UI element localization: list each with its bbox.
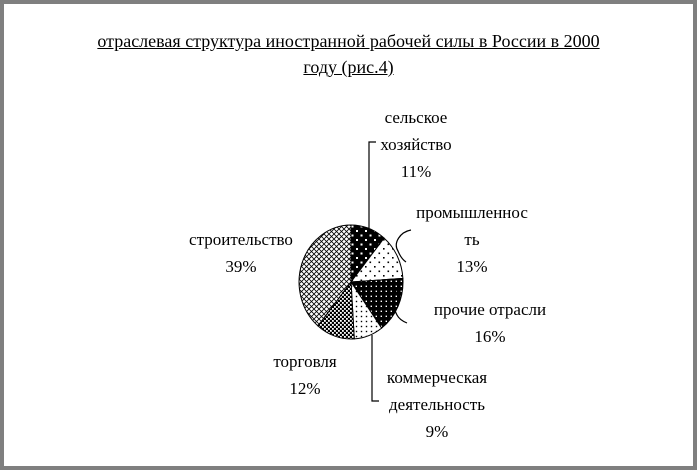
label-line: сельское (384, 108, 448, 127)
label-line: деятельность (389, 395, 485, 414)
label-line: промышленнос (416, 203, 528, 222)
leader-line-commerce (371, 335, 379, 402)
leader-line-other (393, 281, 408, 324)
label-trade: торговля 12% (273, 348, 336, 402)
label-line: хозяйство (380, 135, 452, 154)
label-other: прочие отрасли 16% (434, 296, 546, 350)
label-line: 16% (474, 327, 506, 346)
label-line: коммерческая (386, 368, 488, 387)
label-line: торговля (273, 352, 337, 371)
pie-slice-6 (298, 224, 352, 327)
label-line: прочие отрасли (433, 300, 547, 319)
label-line: 9% (425, 422, 449, 441)
label-line: 39% (225, 257, 257, 276)
leader-line-agriculture (368, 141, 376, 228)
label-line: 12% (289, 379, 321, 398)
chart-title-line-1: отраслевая структура иностранной рабочей… (97, 31, 600, 51)
leader-line-industry (395, 229, 412, 263)
label-line: строительство (189, 230, 293, 249)
label-commerce: коммерческая деятельность 9% (387, 364, 487, 445)
label-industry: промышленнос ть 13% (416, 199, 528, 280)
label-construction: строительство 39% (189, 226, 293, 280)
label-agriculture: сельское хозяйство 11% (380, 104, 451, 185)
pie-slice-3 (350, 277, 404, 329)
label-line: 11% (400, 162, 432, 181)
label-line: 13% (456, 257, 488, 276)
chart-title-line-2: году (рис.4) (303, 57, 394, 77)
pie-slices (298, 224, 404, 340)
label-line: ть (464, 230, 480, 249)
pie-chart (298, 141, 412, 402)
chart-title: отраслевая структура иностранной рабочей… (4, 28, 693, 80)
